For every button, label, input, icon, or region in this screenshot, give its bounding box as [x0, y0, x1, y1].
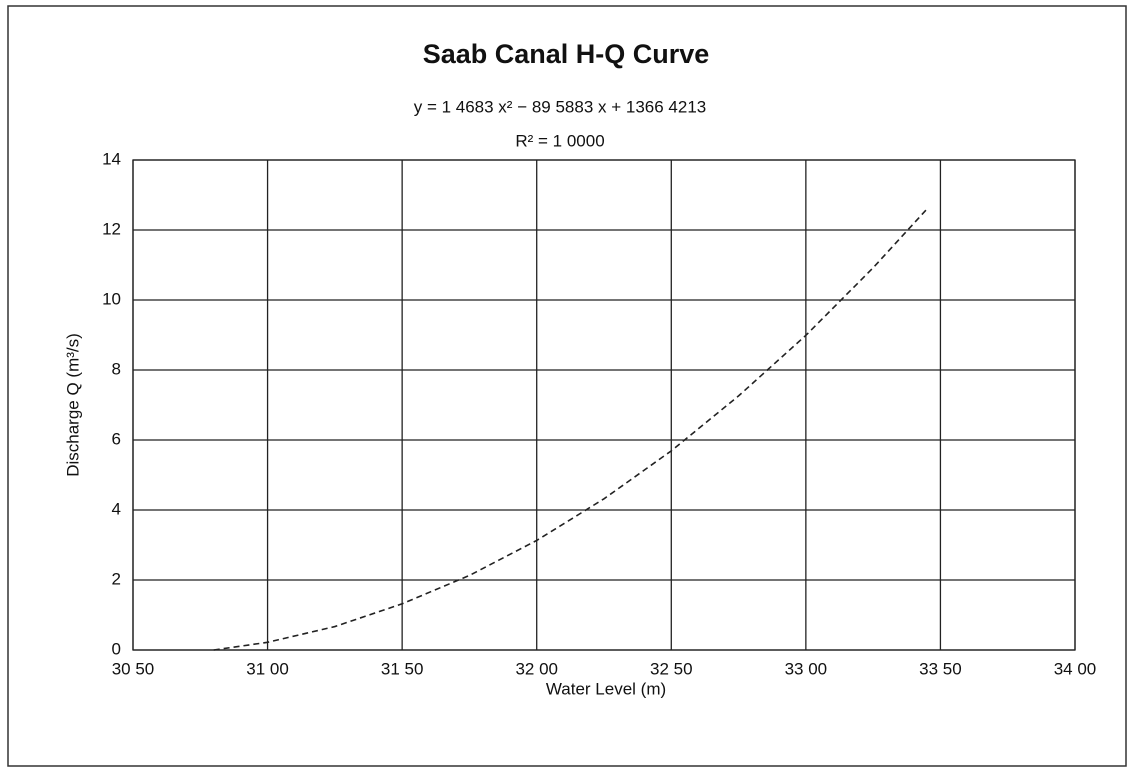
equation: y = 1 4683 x² − 89 5883 x + 1366 4213: [414, 97, 707, 116]
x-tick-label: 31 50: [381, 659, 424, 678]
y-tick-label: 12: [102, 219, 121, 238]
x-tick-label: 30 50: [112, 659, 155, 678]
x-tick-label: 31 00: [246, 659, 289, 678]
y-tick-label: 14: [102, 149, 121, 168]
x-tick-label: 33 00: [785, 659, 828, 678]
y-tick-label: 8: [112, 359, 121, 378]
y-tick-label: 0: [112, 639, 121, 658]
y-tick-label: 2: [112, 569, 121, 588]
x-tick-label: 32 00: [515, 659, 558, 678]
y-tick-label: 4: [112, 499, 121, 518]
x-tick-label: 33 50: [919, 659, 962, 678]
y-tick-label: 10: [102, 289, 121, 308]
chart-border: [7, 5, 1127, 767]
chart-title: Saab Canal H-Q Curve: [423, 39, 710, 69]
r-squared: R² = 1 0000: [515, 131, 604, 150]
x-tick-label: 32 50: [650, 659, 693, 678]
y-tick-label: 6: [112, 429, 121, 448]
x-axis-label: Water Level (m): [546, 679, 666, 698]
y-axis-label: Discharge Q (m³/s): [63, 333, 82, 477]
x-tick-label: 34 00: [1054, 659, 1097, 678]
data-line: [213, 208, 928, 651]
plot-area: [132, 159, 1076, 651]
